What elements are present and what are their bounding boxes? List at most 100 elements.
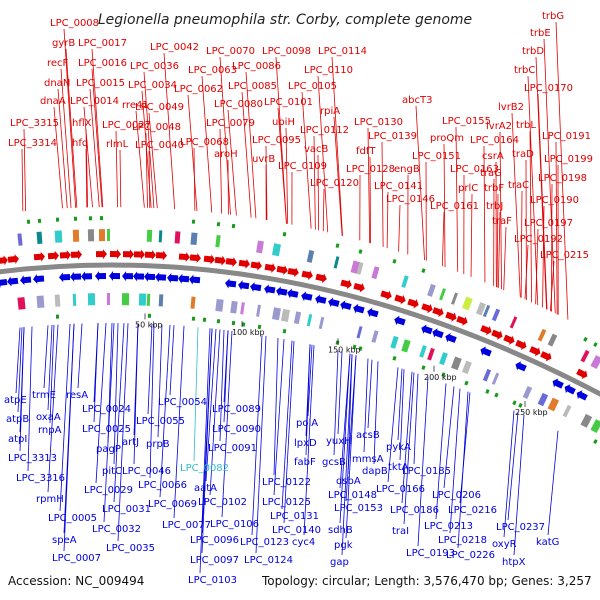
gene-label[interactable]: LPC_0086 <box>232 61 281 72</box>
gene-label[interactable]: LPC_0085 <box>228 81 277 92</box>
gene-label[interactable]: rre41 <box>122 100 149 111</box>
gene-label[interactable]: LPC_3314 <box>8 138 57 149</box>
gene-label[interactable]: lpxD <box>294 438 317 449</box>
gene-label[interactable]: speA <box>52 535 77 546</box>
gene-label[interactable]: LPC_0146 <box>386 194 435 205</box>
gene-label[interactable]: LPC_0025 <box>82 424 131 435</box>
gene-label[interactable]: LPC_0226 <box>446 550 495 561</box>
gene-label[interactable]: LPC_0068 <box>180 137 229 148</box>
gene-label[interactable]: LPC_0054 <box>158 397 207 408</box>
gene-label[interactable]: LPC_0215 <box>540 250 589 261</box>
gene-label[interactable]: LPC_0190 <box>530 195 579 206</box>
gene-label[interactable]: LPC_0161 <box>430 201 479 212</box>
gene-label[interactable]: LPC_0120 <box>310 178 359 189</box>
gene-label[interactable]: LPC_0105 <box>288 81 337 92</box>
gene-label[interactable]: gap <box>330 557 349 568</box>
gene-label[interactable]: LPC_0218 <box>438 535 487 546</box>
gene-label[interactable]: prlC <box>458 183 478 194</box>
gene-label[interactable]: polA <box>296 418 318 429</box>
gene-label[interactable]: aroH <box>214 149 238 160</box>
gene-label[interactable]: LPC_0031 <box>102 504 151 515</box>
gene-label[interactable]: LPC_0164 <box>470 135 519 146</box>
gene-label[interactable]: engB <box>394 164 420 175</box>
gene-label[interactable]: fdfT <box>356 146 376 157</box>
gene-label[interactable]: LPC_0062 <box>174 84 223 95</box>
gene-label[interactable]: artJ <box>122 437 139 448</box>
gene-label[interactable]: LPC_0090 <box>212 424 261 435</box>
gene-label[interactable]: traF <box>492 216 512 227</box>
gene-label[interactable]: LPC_0055 <box>136 416 185 427</box>
gene-label[interactable]: tktA <box>388 462 409 473</box>
gene-label[interactable]: LPC_0077 <box>162 520 211 531</box>
gene-label[interactable]: LPC_0186 <box>390 505 439 516</box>
gene-label[interactable]: LPC_0170 <box>524 83 573 94</box>
gene-label[interactable]: LPC_0049 <box>135 102 184 113</box>
gene-label[interactable]: ubiH <box>272 117 295 128</box>
gene-label[interactable]: LPC_0125 <box>262 497 311 508</box>
gene-label[interactable]: LPC_0005 <box>48 513 97 524</box>
gene-label[interactable]: traI <box>392 526 409 537</box>
gene-label[interactable]: LPC_0141 <box>374 181 423 192</box>
gene-label[interactable]: LPC_3315 <box>10 118 59 129</box>
gene-label[interactable]: dnaA <box>40 96 66 107</box>
gene-label[interactable]: katG <box>536 537 559 548</box>
gene-label[interactable]: acsB <box>356 430 380 441</box>
gene-label[interactable]: LPC_0048 <box>132 122 181 133</box>
gene-label[interactable]: resA <box>66 390 88 401</box>
gene-label[interactable]: LPC_0166 <box>376 484 425 495</box>
gene-label[interactable]: atpI <box>8 434 27 445</box>
gene-label[interactable]: LPC_0148 <box>328 490 377 501</box>
gene-label[interactable]: LPC_3316 <box>16 473 65 484</box>
gene-label[interactable]: LPC_0036 <box>130 61 179 72</box>
gene-label[interactable]: LPC_0103 <box>188 575 237 586</box>
gene-label[interactable]: LPC_0191 <box>542 131 591 142</box>
gene-label[interactable]: LPC_0216 <box>448 505 497 516</box>
gene-label[interactable]: trbF <box>484 183 504 194</box>
gene-label[interactable]: LPC_0139 <box>368 131 417 142</box>
gene-label[interactable]: traD <box>512 149 534 160</box>
gene-label[interactable]: gyrB <box>52 38 75 49</box>
gene-label[interactable]: trmE <box>32 390 56 401</box>
gene-label[interactable]: LPC_0192 <box>514 234 563 245</box>
gene-label[interactable]: LPC_0007 <box>52 553 101 564</box>
gene-label[interactable]: gcsB <box>322 457 346 468</box>
gene-label[interactable]: LPC_0213 <box>424 521 473 532</box>
gene-label[interactable]: LPC_0017 <box>78 38 127 49</box>
gene-label[interactable]: LPC_0032 <box>92 524 141 535</box>
gene-label[interactable]: pagP <box>96 444 121 455</box>
gene-label[interactable]: LPC_0091 <box>208 443 257 454</box>
gene-label[interactable]: LPC_0124 <box>244 555 293 566</box>
gene-label[interactable]: LPC_0015 <box>76 78 125 89</box>
gene-label[interactable]: trbJ <box>486 201 503 212</box>
gene-label[interactable]: LPC_0082 <box>180 463 229 474</box>
gene-label[interactable]: LPC_0151 <box>412 151 461 162</box>
gene-label[interactable]: LPC_0097 <box>190 555 239 566</box>
gene-label[interactable]: LPC_0016 <box>78 58 127 69</box>
gene-label[interactable]: pgk <box>334 540 353 551</box>
gene-label[interactable]: LPC_3313 <box>8 453 57 464</box>
gene-label[interactable]: sdhB <box>328 525 353 536</box>
gene-label[interactable]: trbC <box>514 65 535 76</box>
gene-label[interactable]: hflX <box>72 118 92 129</box>
gene-label[interactable]: fabF <box>294 457 316 468</box>
gene-label[interactable]: yuxH <box>326 436 352 447</box>
gene-label[interactable]: LPC_0197 <box>524 218 573 229</box>
gene-label[interactable]: dsbA <box>336 476 361 487</box>
gene-label[interactable]: LPC_0237 <box>496 522 545 533</box>
gene-label[interactable]: LPC_0080 <box>214 99 263 110</box>
gene-label[interactable]: aatA <box>194 483 217 494</box>
gene-label[interactable]: oxaA <box>36 412 61 423</box>
gene-label[interactable]: LPC_0063 <box>188 65 237 76</box>
gene-label[interactable]: LPC_0089 <box>212 404 261 415</box>
gene-label[interactable]: pitC <box>102 466 122 477</box>
gene-label[interactable]: LPC_0024 <box>82 404 131 415</box>
gene-label[interactable]: htpX <box>502 557 526 568</box>
gene-label[interactable]: LPC_0109 <box>278 161 327 172</box>
gene-label[interactable]: LPC_0110 <box>304 65 353 76</box>
gene-label[interactable]: LPC_0035 <box>106 543 155 554</box>
gene-label[interactable]: LPC_0199 <box>544 154 593 165</box>
gene-label[interactable]: trbG <box>542 11 564 22</box>
gene-label[interactable]: LPC_0098 <box>262 46 311 57</box>
gene-label[interactable]: vacB <box>304 144 329 155</box>
